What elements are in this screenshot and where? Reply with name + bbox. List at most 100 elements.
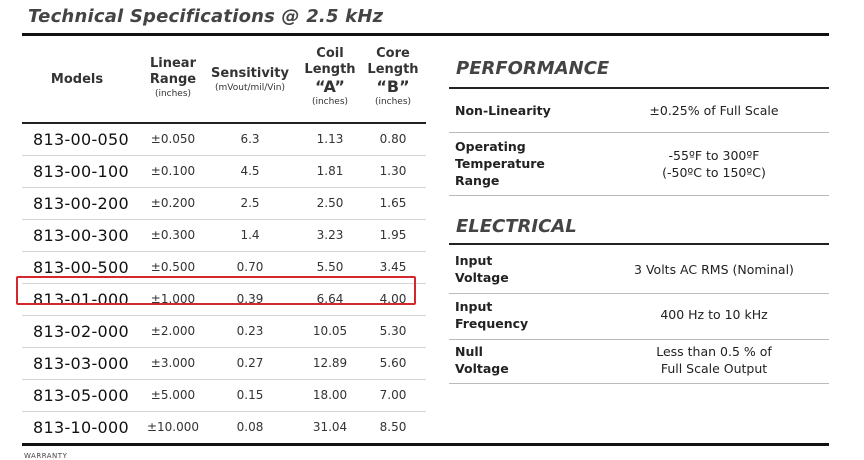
performance-divider [449,87,829,89]
spec-value: 400 Hz to 10 kHz [660,307,768,322]
table-row: 813-03-000 ±3.000 0.27 12.89 5.60 [22,348,426,380]
model-cell: 813-00-300 [33,226,129,245]
core-cell: 5.30 [379,324,407,338]
coil-cell: 6.64 [316,292,344,306]
performance-title: PERFORMANCE [456,58,610,79]
spec-label: Non-Linearity [455,103,551,118]
warranty-heading: WARRANTY [24,452,68,460]
range-cell: ±0.050 [150,132,196,146]
core-cell: 7.00 [379,388,407,402]
core-cell: 0.80 [379,132,407,146]
models-table: Models Linear Range (inches) Sensitivity… [22,36,426,443]
spec-value: Less than 0.5 % of Full Scale Output [599,343,829,377]
model-cell: 813-02-000 [33,322,129,341]
table-row: 813-05-000 ±5.000 0.15 18.00 7.00 [22,380,426,412]
table-row: 813-00-050 ±0.050 6.3 1.13 0.80 [22,124,426,156]
header-core-symbol: “B” [376,77,410,96]
range-cell: ±2.000 [150,324,196,338]
coil-cell: 31.04 [312,420,348,434]
table-row: 813-00-300 ±0.300 1.4 3.23 1.95 [22,220,426,252]
sensitivity-cell: 0.39 [236,292,264,306]
spec-value: -55ºF to 300ºF (-50ºC to 150ºC) [599,147,829,181]
table-row: 813-00-500 ±0.500 0.70 5.50 3.45 [22,252,426,284]
core-cell: 3.45 [379,260,407,274]
spec-row-input-voltage: Input Voltage 3 Volts AC RMS (Nominal) [449,245,829,294]
range-cell: ±3.000 [150,356,196,370]
spec-label: Input Frequency [455,299,529,331]
sensitivity-cell: 2.5 [240,196,260,210]
spec-value-line: Less than 0.5 % of [656,344,772,359]
table-row: 813-10-000 ±10.000 0.08 31.04 8.50 [22,412,426,443]
spec-label: Input Voltage [455,253,509,285]
model-cell: 813-00-100 [33,162,129,181]
table-row: 813-02-000 ±2.000 0.23 10.05 5.30 [22,316,426,348]
sensitivity-cell: 0.15 [236,388,264,402]
header-coil-unit: (inches) [311,97,349,107]
coil-cell: 12.89 [312,356,348,370]
header-coil-symbol: “A” [315,77,345,96]
header-linear-range: Linear Range (inches) [142,56,204,100]
spec-row-input-frequency: Input Frequency 400 Hz to 10 kHz [449,294,829,340]
table-row: 813-00-200 ±0.200 2.5 2.50 1.65 [22,188,426,220]
table-row-highlighted: 813-01-000 ±1.000 0.39 6.64 4.00 [22,284,426,316]
sensitivity-cell: 4.5 [240,164,260,178]
core-cell: 1.30 [379,164,407,178]
sensitivity-cell: 0.70 [236,260,264,274]
core-cell: 5.60 [379,356,407,370]
table-row: 813-00-100 ±0.100 4.5 1.81 1.30 [22,156,426,188]
core-cell: 4.00 [379,292,407,306]
electrical-divider [449,243,829,245]
range-cell: ±5.000 [150,388,196,402]
coil-cell: 18.00 [312,388,348,402]
model-cell: 813-00-200 [33,194,129,213]
model-cell: 813-00-500 [33,258,129,277]
header-sensitivity-unit: (mVout/mil/Vin) [215,83,285,93]
model-cell: 813-05-000 [33,386,129,405]
coil-cell: 1.81 [316,164,344,178]
header-models: Models [50,72,104,87]
page-title: Technical Specifications @ 2.5 kHz [28,6,384,27]
range-cell: ±0.200 [150,196,196,210]
bottom-divider [22,443,829,446]
header-coil-length: Coil Length “A” (inches) [300,46,360,108]
header-linear-range-unit: (inches) [154,89,192,99]
header-core-length: Core Length “B” (inches) [362,46,424,108]
spec-label: Null Voltage [455,344,509,376]
sensitivity-cell: 0.23 [236,324,264,338]
model-cell: 813-10-000 [33,418,129,437]
model-cell: 813-00-050 [33,130,129,149]
highlight-box [16,276,416,305]
table-header: Models Linear Range (inches) Sensitivity… [22,36,426,124]
spec-value-line: Full Scale Output [660,361,768,376]
spec-row-temperature: Operating Temperature Range -55ºF to 300… [449,133,829,196]
spec-value-line: -55ºF to 300ºF [668,148,760,163]
sensitivity-cell: 6.3 [240,132,260,146]
top-divider [22,33,829,36]
header-sensitivity: Sensitivity (mVout/mil/Vin) [208,66,292,94]
spec-value: 3 Volts AC RMS (Nominal) [634,262,794,277]
electrical-title: ELECTRICAL [456,216,577,237]
sensitivity-cell: 0.08 [236,420,264,434]
spec-row-null-voltage: Null Voltage Less than 0.5 % of Full Sca… [449,340,829,384]
range-cell: ±1.000 [150,292,196,306]
header-core-unit: (inches) [374,97,412,107]
core-cell: 1.95 [379,228,407,242]
spec-value-line: (-50ºC to 150ºC) [662,165,766,180]
coil-cell: 5.50 [316,260,344,274]
coil-cell: 3.23 [316,228,344,242]
core-cell: 8.50 [379,420,407,434]
range-cell: ±0.100 [150,164,196,178]
range-cell: ±10.000 [146,420,200,434]
range-cell: ±0.300 [150,228,196,242]
spec-value: ±0.25% of Full Scale [649,103,779,118]
core-cell: 1.65 [379,196,407,210]
model-cell: 813-03-000 [33,354,129,373]
coil-cell: 1.13 [316,132,344,146]
sensitivity-cell: 0.27 [236,356,264,370]
range-cell: ±0.500 [150,260,196,274]
sensitivity-cell: 1.4 [240,228,260,242]
coil-cell: 10.05 [312,324,348,338]
coil-cell: 2.50 [316,196,344,210]
spec-label: Operating Temperature Range [455,139,545,188]
spec-row-non-linearity: Non-Linearity ±0.25% of Full Scale [449,89,829,133]
